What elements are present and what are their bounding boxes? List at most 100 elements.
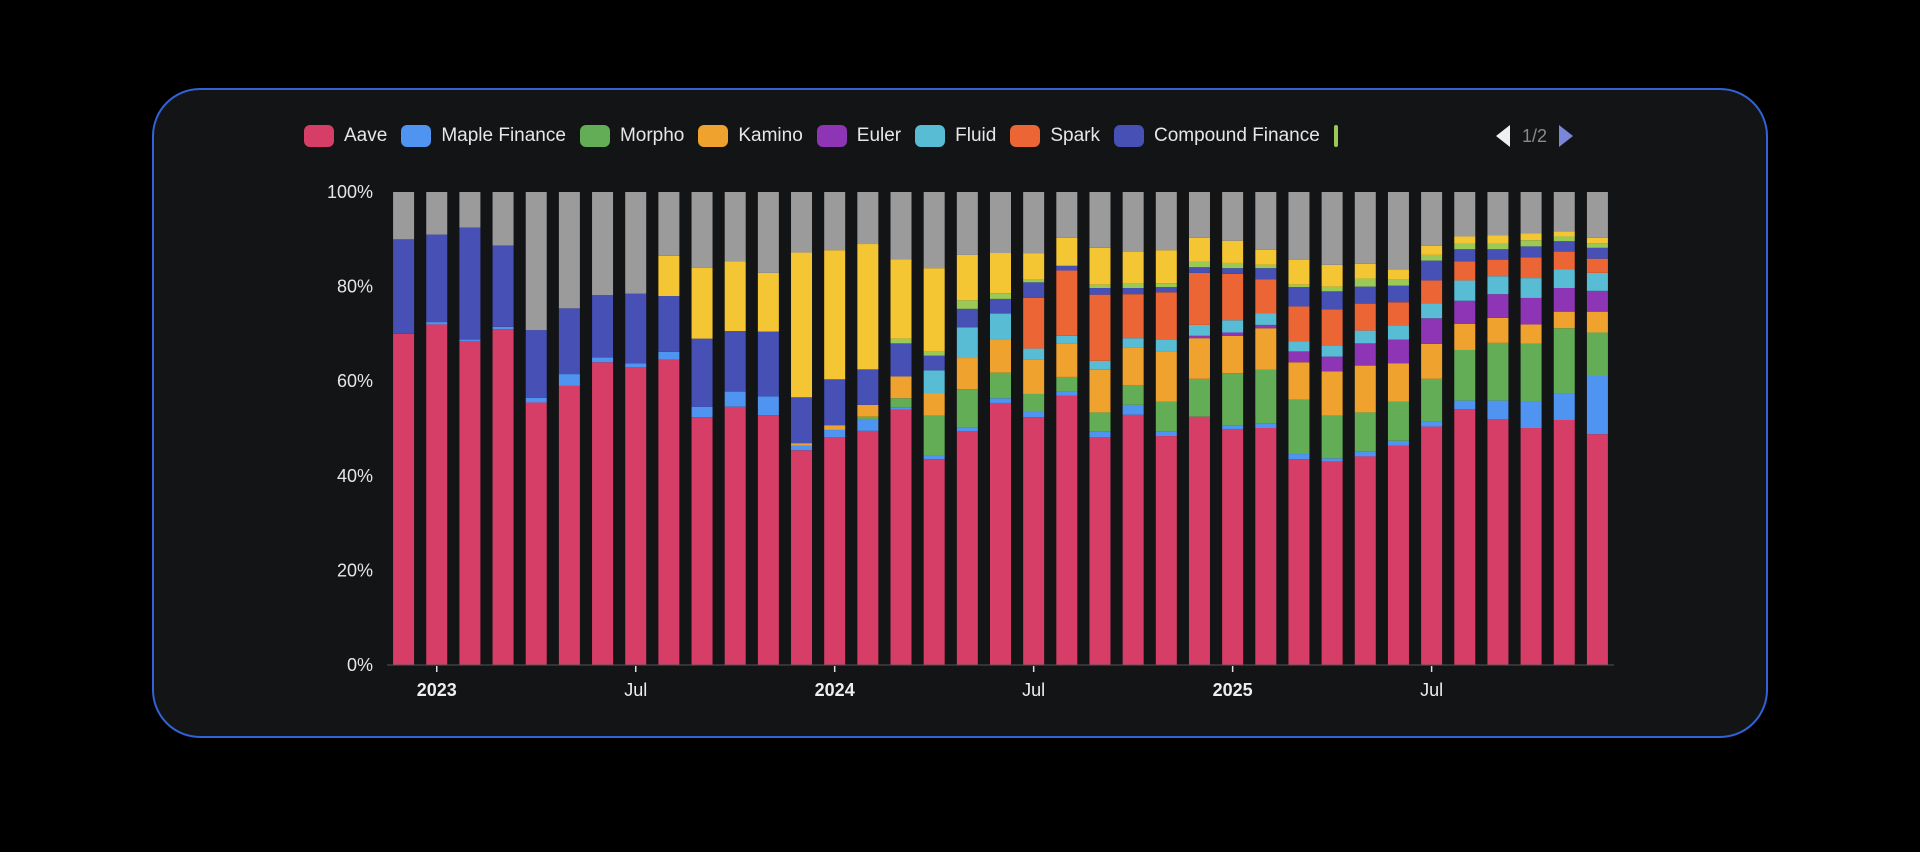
bar-segment[interactable] — [990, 298, 1011, 314]
bar-segment[interactable] — [1056, 391, 1078, 396]
bar-segment[interactable] — [1553, 269, 1575, 289]
bar-segment[interactable] — [1155, 401, 1177, 432]
bar-segment[interactable] — [791, 450, 813, 665]
bar-segment[interactable] — [1288, 306, 1310, 342]
bar-segment[interactable] — [956, 254, 978, 301]
bar-segment[interactable] — [724, 391, 746, 407]
bar-segment[interactable] — [757, 272, 779, 332]
bar-segment[interactable] — [1155, 339, 1177, 352]
bar-segment[interactable] — [592, 362, 614, 665]
bar-segment[interactable] — [990, 192, 1011, 254]
bar-segment[interactable] — [923, 192, 945, 269]
bar-segment[interactable] — [1454, 236, 1476, 244]
bar-segment[interactable] — [1586, 434, 1608, 665]
bar-segment[interactable] — [426, 192, 448, 235]
bar-segment[interactable] — [956, 427, 978, 432]
bar-segment[interactable] — [1255, 313, 1277, 325]
bar-segment[interactable] — [1586, 237, 1608, 244]
bar-segment[interactable] — [1553, 251, 1575, 270]
bar-segment[interactable] — [990, 402, 1011, 665]
bar-segment[interactable] — [1487, 276, 1509, 295]
bar-segment[interactable] — [1255, 268, 1277, 280]
bar-segment[interactable] — [857, 430, 879, 665]
bar-segment[interactable] — [1023, 297, 1045, 349]
bar-segment[interactable] — [1089, 431, 1111, 438]
bar-segment[interactable] — [1288, 454, 1310, 460]
bar-segment[interactable] — [1188, 192, 1210, 238]
bar-segment[interactable] — [558, 308, 580, 375]
bar-segment[interactable] — [658, 255, 680, 297]
bar-segment[interactable] — [1023, 411, 1045, 418]
bar-segment[interactable] — [791, 252, 813, 398]
bar-segment[interactable] — [1553, 328, 1575, 394]
bar-segment[interactable] — [1089, 412, 1111, 432]
bar-segment[interactable] — [1321, 371, 1343, 416]
bar-segment[interactable] — [459, 340, 481, 665]
bar-segment[interactable] — [1354, 278, 1376, 287]
bar-segment[interactable] — [1553, 311, 1575, 329]
bar-segment[interactable] — [890, 259, 912, 339]
legend-item-aave[interactable]: Aave — [304, 125, 387, 147]
bar-segment[interactable] — [426, 324, 448, 665]
bar-segment[interactable] — [857, 369, 879, 405]
bar-segment[interactable] — [1321, 264, 1343, 287]
bar-segment[interactable] — [1122, 347, 1144, 385]
bar-segment[interactable] — [1188, 378, 1210, 417]
bar-segment[interactable] — [1056, 192, 1078, 238]
bar-segment[interactable] — [1255, 249, 1277, 265]
bar-segment[interactable] — [956, 300, 978, 309]
bar-segment[interactable] — [1023, 393, 1045, 412]
bar-segment[interactable] — [492, 245, 514, 327]
bar-segment[interactable] — [1155, 283, 1177, 288]
bar-segment[interactable] — [1321, 458, 1343, 462]
bar-segment[interactable] — [791, 192, 813, 253]
bar-segment[interactable] — [1454, 349, 1476, 401]
bar-segment[interactable] — [1089, 247, 1111, 285]
bar-segment[interactable] — [857, 419, 879, 431]
bar-segment[interactable] — [1454, 243, 1476, 250]
bar-segment[interactable] — [1487, 243, 1509, 250]
bar-segment[interactable] — [558, 374, 580, 386]
bar-segment[interactable] — [1089, 369, 1111, 413]
bar-segment[interactable] — [1553, 231, 1575, 237]
bar-segment[interactable] — [791, 443, 813, 446]
bar-segment[interactable] — [525, 397, 547, 403]
bar-segment[interactable] — [1056, 270, 1078, 336]
legend-item-maple-finance[interactable]: Maple Finance — [401, 125, 566, 147]
bar-segment[interactable] — [1487, 342, 1509, 401]
bar-segment[interactable] — [1188, 237, 1210, 262]
bar-segment[interactable] — [1553, 236, 1575, 242]
bar-segment[interactable] — [1520, 428, 1542, 665]
bar-segment[interactable] — [1155, 431, 1177, 437]
bar-segment[interactable] — [459, 227, 481, 340]
bar-segment[interactable] — [525, 402, 547, 665]
bar-segment[interactable] — [1387, 363, 1409, 402]
bar-segment[interactable] — [691, 338, 713, 407]
bar-segment[interactable] — [1487, 249, 1509, 260]
bar-segment[interactable] — [1321, 415, 1343, 459]
bar-segment[interactable] — [1454, 409, 1476, 665]
bar-segment[interactable] — [1354, 192, 1376, 264]
bar-segment[interactable] — [492, 329, 514, 665]
bar-segment[interactable] — [1089, 437, 1111, 665]
bar-segment[interactable] — [1553, 241, 1575, 252]
bar-segment[interactable] — [1188, 267, 1210, 273]
bar-segment[interactable] — [1421, 378, 1443, 422]
bar-segment[interactable] — [426, 322, 448, 325]
bar-segment[interactable] — [890, 398, 912, 408]
bar-segment[interactable] — [1387, 445, 1409, 665]
bar-segment[interactable] — [890, 192, 912, 260]
bar-segment[interactable] — [1222, 428, 1244, 665]
bar-segment[interactable] — [1122, 338, 1144, 348]
bar-segment[interactable] — [1354, 330, 1376, 344]
bar-segment[interactable] — [990, 293, 1011, 299]
bar-segment[interactable] — [691, 406, 713, 418]
bar-segment[interactable] — [1188, 261, 1210, 268]
bar-segment[interactable] — [1155, 436, 1177, 665]
bar-segment[interactable] — [1023, 192, 1045, 254]
bar-segment[interactable] — [724, 331, 746, 392]
bar-segment[interactable] — [857, 404, 879, 417]
bar-segment[interactable] — [956, 389, 978, 428]
bar-segment[interactable] — [1155, 351, 1177, 402]
bar-segment[interactable] — [956, 431, 978, 665]
